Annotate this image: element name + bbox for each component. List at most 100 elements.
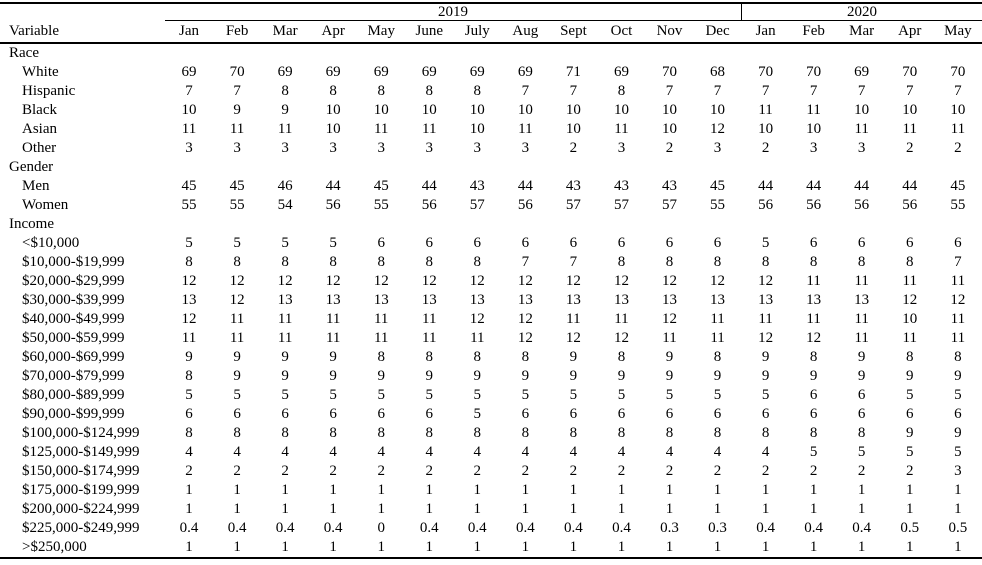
value-cell: 5 <box>233 387 241 403</box>
value-cell: 8 <box>809 349 818 365</box>
value-cell: 70 <box>758 64 774 80</box>
value-cell: 5 <box>329 387 337 403</box>
empty-cell <box>886 215 934 234</box>
data-row: Other 3 3 3 3 3 3 3 3 2 3 2 3 2 3 3 2 2 <box>0 139 982 158</box>
value-cell: 11 <box>373 311 389 327</box>
empty-cell <box>309 215 357 234</box>
value-cell: 7 <box>713 83 722 99</box>
value-cell: 11 <box>277 311 293 327</box>
value-cell: 1 <box>185 482 193 498</box>
value-cell: 1 <box>809 501 818 517</box>
value-cell: 9 <box>281 368 289 384</box>
value-cell: 56 <box>325 197 341 213</box>
value-cell: 1 <box>597 538 646 559</box>
value-cell: 8 <box>329 83 337 99</box>
value-cell: 7 <box>185 83 193 99</box>
row-label: Asian <box>22 121 57 137</box>
data-row: $70,000-$79,999 8 9 9 9 9 9 9 9 9 9 9 9 9 9 9 9 9 <box>0 367 982 386</box>
value-cell: 10 <box>806 121 822 137</box>
data-row: $100,000-$124,999 8 8 8 8 8 8 8 8 8 8 8 8 8 8 8 9 9 <box>0 424 982 443</box>
empty-cell <box>790 43 838 63</box>
value-cell: 7 <box>521 254 530 270</box>
value-cell: 8 <box>473 425 482 441</box>
value-cell: 69 <box>517 64 533 80</box>
value-cell: 8 <box>569 425 578 441</box>
value-cell: 11 <box>662 330 677 346</box>
value-cell: 10 <box>710 102 726 118</box>
value-cell: 6 <box>281 406 289 422</box>
row-label: $90,000-$99,999 <box>22 406 125 422</box>
value-cell: 8 <box>377 425 385 441</box>
month-header-2020-apr: Apr <box>885 20 934 44</box>
value-cell: 56 <box>902 197 918 213</box>
value-cell: 8 <box>425 425 434 441</box>
value-cell: 11 <box>229 330 245 346</box>
value-cell: 8 <box>377 254 385 270</box>
empty-cell <box>838 215 886 234</box>
value-cell: 10 <box>854 102 870 118</box>
value-cell: 0.3 <box>660 520 679 536</box>
value-cell: 5 <box>329 235 337 251</box>
value-cell: 6 <box>617 406 626 422</box>
value-cell: 2 <box>761 463 770 479</box>
value-cell: 1 <box>569 501 578 517</box>
value-cell: 1 <box>521 501 530 517</box>
value-cell: 5 <box>521 387 530 403</box>
data-row: Black 10 9 9 10 10 10 10 10 10 10 10 10 11 11 10 10 10 <box>0 101 982 120</box>
value-cell: 2 <box>329 463 337 479</box>
empty-cell <box>597 158 645 177</box>
value-cell: 45 <box>710 178 726 194</box>
value-cell: 5 <box>905 444 914 460</box>
value-cell: 8 <box>521 349 530 365</box>
value-cell: 9 <box>954 368 962 384</box>
data-row: White 69 70 69 69 69 69 69 69 71 69 70 68 70 70 69 70 70 <box>0 63 982 82</box>
value-cell: 1 <box>453 538 502 559</box>
value-cell: 8 <box>617 83 626 99</box>
value-cell: 10 <box>613 102 629 118</box>
row-label: $200,000-$224,999 <box>22 501 140 517</box>
value-cell: 6 <box>713 406 722 422</box>
section-label: Income <box>9 216 54 232</box>
empty-cell <box>790 215 838 234</box>
value-cell: 5 <box>569 387 578 403</box>
value-cell: 0.4 <box>756 520 775 536</box>
value-cell: 2 <box>233 463 241 479</box>
row-label: $100,000-$124,999 <box>22 425 140 441</box>
value-cell: 1 <box>741 538 790 559</box>
value-cell: 5 <box>473 406 482 422</box>
value-cell: 6 <box>857 235 866 251</box>
value-cell: 12 <box>229 273 245 289</box>
value-cell: 6 <box>809 406 818 422</box>
data-row: $30,000-$39,999 13 12 13 13 13 13 13 13 13 13 13 13 1… <box>0 291 982 310</box>
value-cell: 5 <box>954 444 962 460</box>
value-cell: 1 <box>905 482 914 498</box>
value-cell: 1 <box>521 482 530 498</box>
value-cell: 8 <box>713 349 722 365</box>
value-cell: 56 <box>806 197 822 213</box>
value-cell: 12 <box>517 330 533 346</box>
value-cell: 8 <box>329 425 337 441</box>
value-cell: 5 <box>377 387 385 403</box>
data-row: $40,000-$49,999 12 11 11 11 11 11 12 12 11 11 12 11 1… <box>0 310 982 329</box>
value-cell: 3 <box>954 463 962 479</box>
value-cell: 9 <box>857 349 866 365</box>
value-cell: 11 <box>854 330 869 346</box>
year-header-row: 2019 2020 <box>0 2 982 21</box>
value-cell: 1 <box>425 482 434 498</box>
row-label: $50,000-$59,999 <box>22 330 125 346</box>
value-cell: 1 <box>569 482 578 498</box>
month-header-2020-feb: Feb <box>789 20 838 44</box>
value-cell: 54 <box>277 197 293 213</box>
value-cell: 1 <box>281 501 289 517</box>
value-cell: 9 <box>761 368 770 384</box>
value-cell: 8 <box>473 83 482 99</box>
value-cell: 13 <box>806 292 822 308</box>
value-cell: 11 <box>229 121 245 137</box>
value-cell: 12 <box>277 273 293 289</box>
value-cell: 69 <box>181 64 197 80</box>
value-cell: 5 <box>185 235 193 251</box>
row-label: Hispanic <box>22 83 76 99</box>
value-cell: 11 <box>758 311 773 327</box>
empty-cell <box>309 43 357 63</box>
value-cell: 13 <box>758 292 774 308</box>
